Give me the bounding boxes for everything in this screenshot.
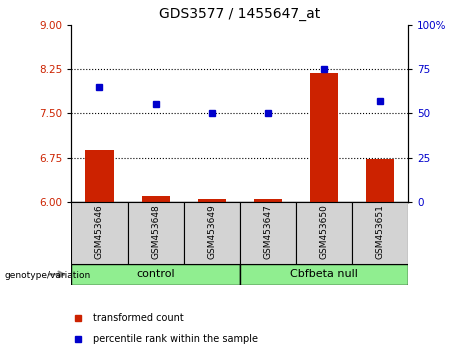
Bar: [85, 150, 113, 202]
Bar: [366, 159, 394, 202]
Bar: [240, 264, 408, 285]
Bar: [128, 202, 183, 264]
Text: genotype/variation: genotype/variation: [5, 271, 91, 280]
Bar: [240, 202, 296, 264]
Bar: [254, 199, 282, 202]
Text: control: control: [136, 269, 175, 279]
Text: transformed count: transformed count: [93, 313, 184, 323]
Text: GSM453647: GSM453647: [263, 204, 272, 259]
Bar: [142, 196, 170, 202]
Bar: [198, 199, 226, 202]
Bar: [71, 202, 128, 264]
Bar: [296, 202, 352, 264]
Text: GSM453649: GSM453649: [207, 204, 216, 259]
Text: percentile rank within the sample: percentile rank within the sample: [93, 334, 258, 344]
Bar: [71, 264, 240, 285]
Title: GDS3577 / 1455647_at: GDS3577 / 1455647_at: [159, 7, 320, 21]
Bar: [352, 202, 408, 264]
Bar: [183, 202, 240, 264]
Text: GSM453646: GSM453646: [95, 204, 104, 259]
Text: GSM453650: GSM453650: [319, 204, 328, 259]
Text: GSM453651: GSM453651: [375, 204, 384, 259]
Bar: [310, 73, 338, 202]
Text: Cbfbeta null: Cbfbeta null: [290, 269, 358, 279]
Text: GSM453648: GSM453648: [151, 204, 160, 259]
